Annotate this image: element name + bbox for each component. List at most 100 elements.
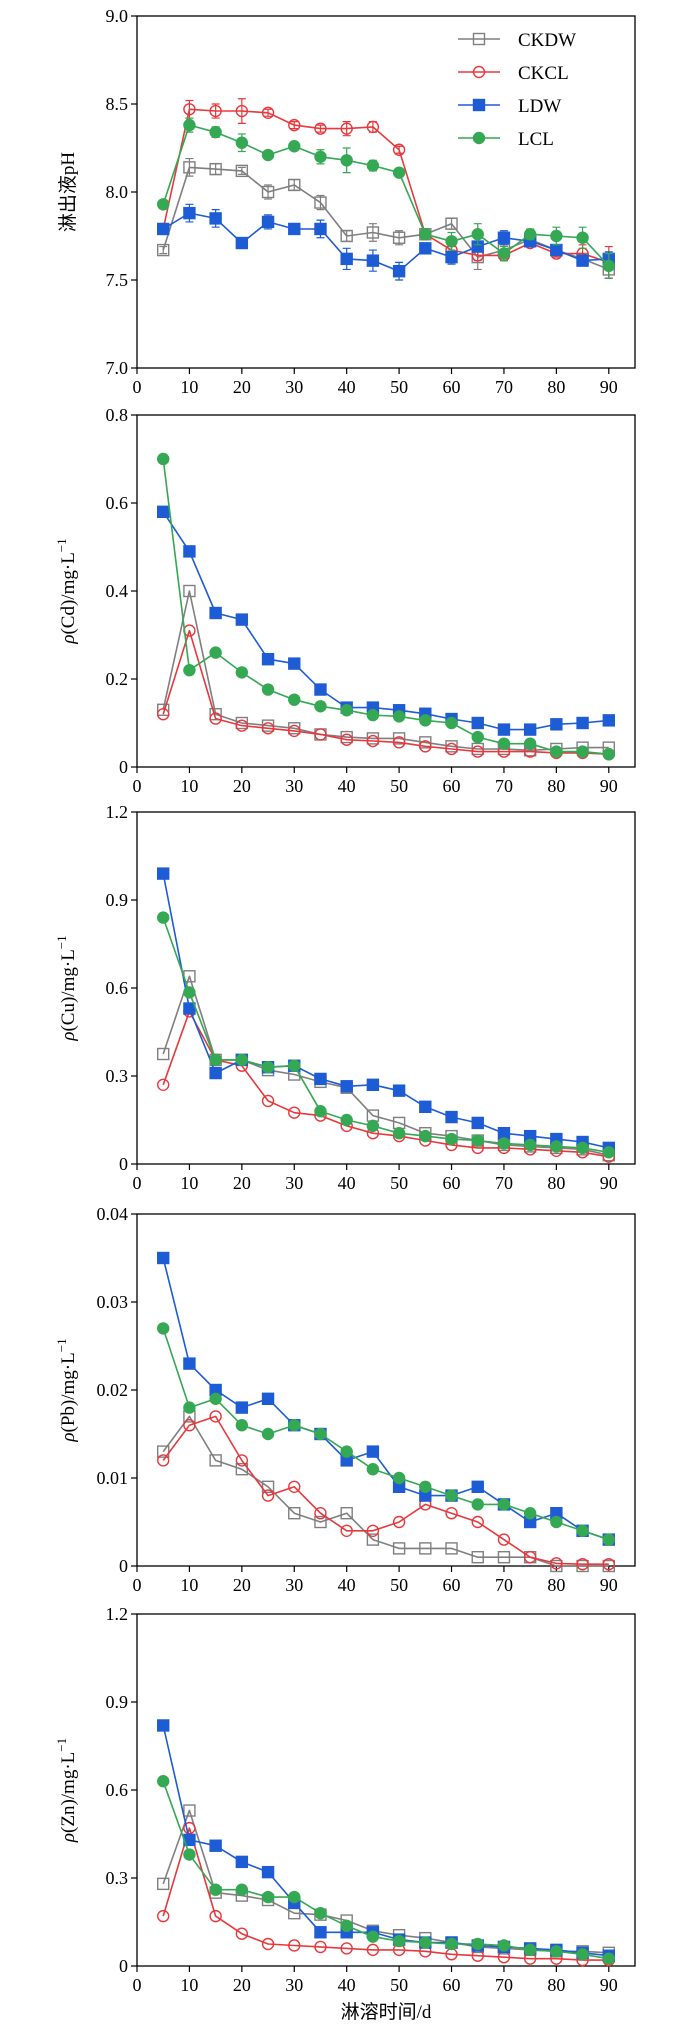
data-point	[445, 742, 458, 756]
x-tick-label: 10	[180, 1173, 198, 1193]
data-point	[419, 1542, 432, 1555]
data-point	[445, 1506, 458, 1520]
y-tick-label: 1.2	[106, 802, 129, 822]
panel-5-series-3	[157, 1719, 615, 1962]
data-point	[314, 683, 327, 696]
data-point	[471, 1498, 484, 1511]
data-point	[471, 1937, 484, 1951]
plot-frame	[136, 811, 636, 1165]
data-point	[183, 664, 196, 677]
data-point	[157, 911, 170, 924]
x-tick-label: 20	[233, 377, 251, 397]
series-line	[162, 212, 609, 273]
legend-marker	[472, 131, 486, 145]
panel-1-series-3	[157, 203, 615, 281]
y-tick-label: 0.6	[106, 493, 129, 513]
y-tick-label: 0	[119, 1154, 128, 1174]
data-point	[340, 1506, 353, 1520]
series-line	[162, 1809, 609, 1954]
data-point	[209, 104, 222, 118]
data-point	[366, 1930, 380, 1943]
data-point	[261, 106, 275, 120]
legend-item: CKDW	[458, 30, 576, 51]
data-point	[235, 1454, 249, 1467]
x-tick-label: 30	[285, 1575, 303, 1595]
data-point	[602, 1952, 615, 1965]
series-line	[162, 1257, 610, 1541]
data-point	[340, 1080, 353, 1093]
data-point	[261, 653, 275, 666]
series-line	[162, 1328, 610, 1541]
x-tick-label: 60	[443, 377, 461, 397]
data-point	[550, 1945, 563, 1958]
x-tick-label: 90	[600, 1173, 618, 1193]
error-bar	[395, 230, 404, 246]
x-tick-label: 30	[285, 1173, 303, 1193]
y-tick-label: 0.2	[106, 669, 129, 689]
x-tick-label: 60	[443, 1575, 461, 1595]
series-line	[162, 458, 609, 755]
data-point	[471, 745, 484, 758]
y-tick-label: 0	[119, 757, 128, 777]
data-point	[602, 1146, 615, 1159]
y-axis-title-symbol: ρ	[58, 1432, 79, 1442]
data-point	[392, 231, 406, 244]
data-point	[366, 1119, 380, 1133]
data-point	[602, 748, 615, 761]
x-tick-label: 80	[547, 776, 565, 796]
data-point	[209, 646, 222, 659]
data-point	[523, 737, 537, 750]
error-bar	[290, 121, 299, 130]
data-point	[419, 714, 432, 727]
y-axis-title-text: (Cd)/mg·L	[58, 552, 79, 634]
data-point	[445, 250, 458, 264]
x-tick-label: 10	[180, 1575, 198, 1595]
data-point	[576, 1524, 589, 1538]
data-point	[261, 1937, 275, 1951]
x-tick-label: 70	[495, 1575, 513, 1595]
data-point	[366, 1533, 380, 1546]
data-point	[157, 505, 170, 518]
data-point	[602, 714, 615, 727]
data-point	[445, 1489, 458, 1502]
data-point	[314, 196, 327, 209]
error-bar	[395, 145, 404, 154]
data-point	[366, 120, 380, 134]
y-tick-label: 0.4	[106, 581, 129, 601]
x-tick-label: 40	[338, 776, 356, 796]
error-bar	[264, 184, 273, 200]
data-point	[392, 1934, 406, 1948]
series-line	[162, 1780, 609, 1960]
data-point	[497, 1550, 511, 1564]
data-point	[209, 712, 222, 725]
panel-5-series-4	[157, 1774, 615, 1965]
data-point	[340, 252, 353, 266]
y-tick-label: 0.6	[106, 1780, 129, 1800]
x-tick-label: 90	[600, 1975, 618, 1995]
data-point	[288, 140, 301, 153]
y-axis-title-superscript: −1	[54, 935, 69, 949]
y-tick-label: 0.6	[106, 978, 129, 998]
panel-4-series-3	[157, 1251, 615, 1546]
data-point	[261, 1392, 275, 1406]
x-tick-label: 80	[547, 1173, 565, 1193]
legend-marker	[472, 32, 486, 46]
y-axis-title-superscript: −1	[54, 538, 69, 552]
data-point	[314, 222, 327, 236]
data-point	[392, 166, 406, 179]
panel-4-series-4	[157, 1322, 615, 1546]
data-point	[497, 231, 511, 244]
y-tick-label: 0	[119, 1956, 128, 1976]
data-point	[209, 1454, 222, 1467]
data-point	[288, 1890, 301, 1904]
data-point	[235, 666, 249, 679]
data-point	[419, 1936, 432, 1949]
y-tick-label: 0.3	[106, 1066, 129, 1086]
data-point	[576, 231, 589, 244]
data-point	[366, 226, 380, 239]
data-point	[209, 1066, 222, 1080]
data-point	[235, 236, 249, 250]
data-point	[445, 716, 458, 730]
x-tick-label: 20	[233, 1575, 251, 1595]
